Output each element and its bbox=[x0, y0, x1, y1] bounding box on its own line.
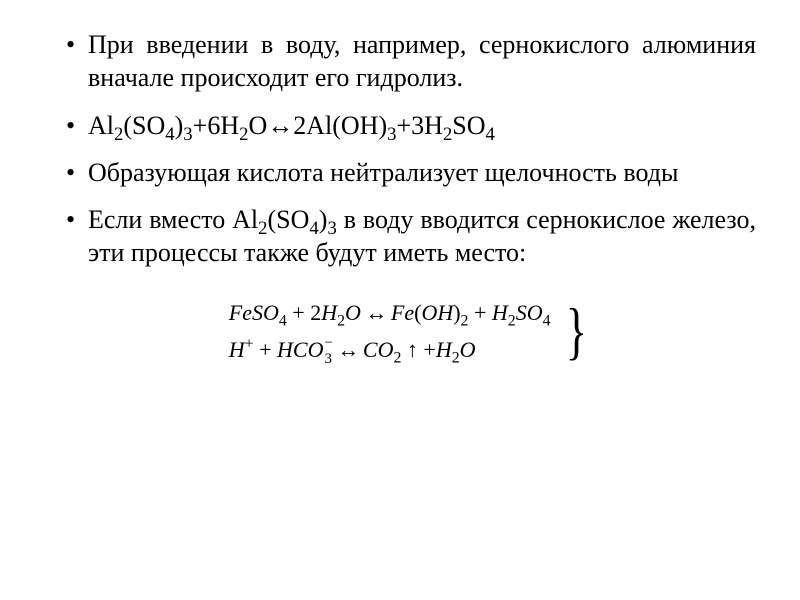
eq-op: + bbox=[254, 337, 277, 362]
eq-sup: + bbox=[245, 336, 254, 353]
b4-sub: 3 bbox=[327, 218, 336, 239]
eq-sym: O bbox=[345, 300, 361, 325]
eq-op: + bbox=[287, 300, 310, 325]
b4-part: (SO bbox=[268, 205, 310, 234]
eq-sub: 2 bbox=[508, 312, 516, 329]
bullet-intro-text: При введении в воду, например, сернокисл… bbox=[88, 30, 756, 92]
eq-supsub-bot: 3 bbox=[324, 352, 332, 367]
eq1-sub: 4 bbox=[486, 124, 495, 145]
gas-arrow-icon: ↑ bbox=[401, 337, 423, 362]
eq-sym: H bbox=[229, 337, 245, 362]
eq-sub: 2 bbox=[452, 349, 460, 366]
eq-sub: 2 bbox=[337, 312, 345, 329]
eq-sym: O bbox=[460, 337, 476, 362]
eq1-part: O↔2Al(OH) bbox=[248, 111, 387, 140]
eq1-sub: 2 bbox=[443, 124, 452, 145]
eq1-sub: 4 bbox=[165, 124, 174, 145]
b4-part: Если вместо Al bbox=[88, 205, 258, 234]
eq-arrow: ↔ bbox=[333, 337, 363, 362]
bullet-list: При введении в воду, например, сернокисл… bbox=[64, 28, 756, 270]
bullet-acid: Образующая кислота нейтрализует щелочнос… bbox=[64, 156, 756, 189]
equation-feso4: FeSO4 + 2H2O ↔ Fe(OH)2 + H2SO4 bbox=[229, 294, 551, 331]
eq1-sub: 3 bbox=[183, 124, 192, 145]
curly-brace-icon: } bbox=[565, 299, 587, 363]
eq-sub: 4 bbox=[543, 312, 551, 329]
eq-op: + bbox=[468, 300, 491, 325]
eq-sym: H bbox=[436, 337, 452, 362]
b4-sub: 4 bbox=[309, 218, 318, 239]
bullet-equation-1: Al2(SO4)3+6H2O↔2Al(OH)3+3H2SO4 bbox=[64, 109, 756, 142]
eq-sym: FeSO bbox=[229, 300, 279, 325]
eq-sym: H bbox=[321, 300, 337, 325]
b4-sub: 2 bbox=[258, 218, 267, 239]
eq-sub: 4 bbox=[279, 312, 287, 329]
equations-block: FeSO4 + 2H2O ↔ Fe(OH)2 + H2SO4 H+ + HCO−… bbox=[64, 294, 756, 369]
eq-op: + bbox=[423, 337, 435, 362]
eq1-part: ) bbox=[175, 111, 184, 140]
eq-sym: HCO bbox=[277, 337, 323, 362]
eq-sym: OH bbox=[421, 300, 453, 325]
eq-arrow: ↔ bbox=[361, 300, 391, 325]
equation-hco3: H+ + HCO−3 ↔ CO2 ↑ +H2O bbox=[229, 331, 551, 368]
eq1-part: (SO bbox=[123, 111, 165, 140]
eq1-part: +3H bbox=[396, 111, 442, 140]
eq1-sub: 2 bbox=[114, 124, 123, 145]
eq-sym: SO bbox=[516, 300, 543, 325]
bullet-intro: При введении в воду, например, сернокисл… bbox=[64, 28, 756, 95]
eq1-part: +6H bbox=[193, 111, 239, 140]
bullet-acid-text: Образующая кислота нейтрализует щелочнос… bbox=[88, 158, 678, 187]
bullet-iron: Если вместо Al2(SO4)3 в воду вводится се… bbox=[64, 203, 756, 270]
eq-sym: Fe bbox=[391, 300, 414, 325]
eq-num: 2 bbox=[310, 300, 321, 325]
eq-supsub: −3 bbox=[324, 336, 332, 367]
eq-paren: ) bbox=[453, 300, 460, 325]
eq1-part: SO bbox=[452, 111, 485, 140]
eq-supsub-top: − bbox=[324, 336, 332, 351]
equations-lines: FeSO4 + 2H2O ↔ Fe(OH)2 + H2SO4 H+ + HCO−… bbox=[229, 294, 559, 369]
eq-sym: CO bbox=[363, 337, 394, 362]
eq1-part: Al bbox=[88, 111, 114, 140]
eq-sym: H bbox=[492, 300, 508, 325]
